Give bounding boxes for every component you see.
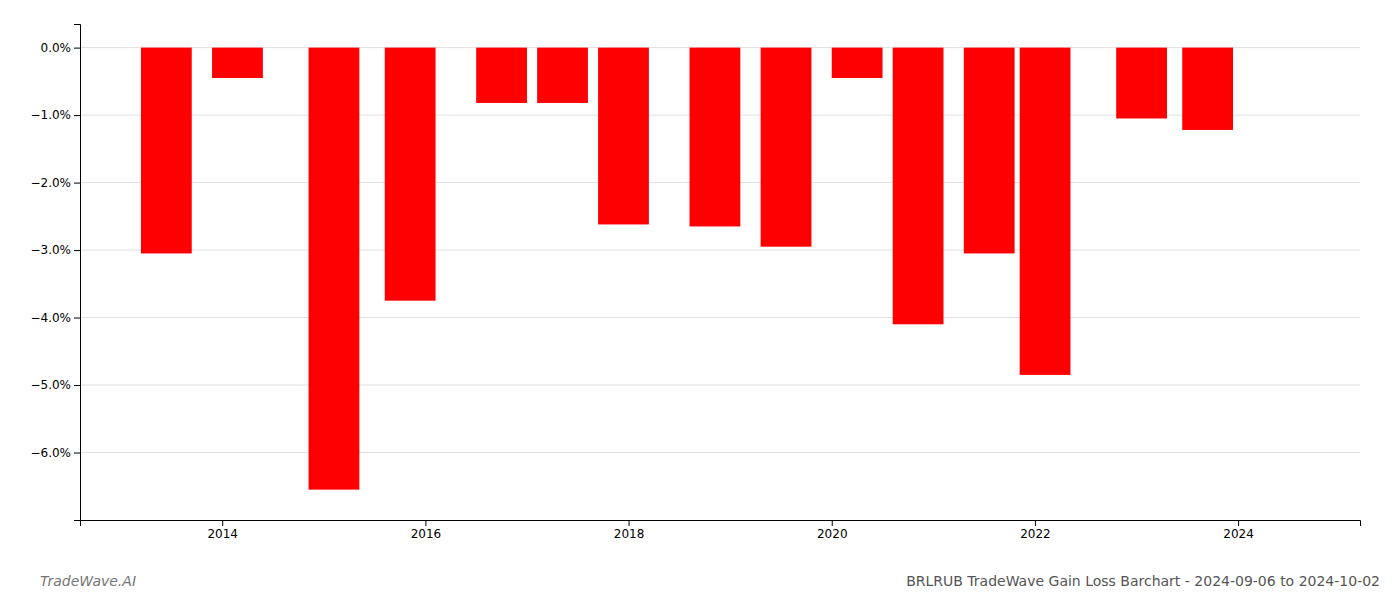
title: BRLRUB TradeWave Gain Loss Barchart - 20… (906, 573, 1380, 589)
bar (761, 48, 812, 247)
y-tick-mark (74, 453, 80, 454)
x-tick-mark (832, 520, 833, 526)
y-tick-label: 0.0% (41, 41, 72, 55)
y-tick-mark (74, 385, 80, 386)
x-tick-mark (425, 520, 426, 526)
bar (598, 48, 649, 225)
y-tick-label: −3.0% (30, 243, 71, 257)
x-tick-label: 2024 (1223, 527, 1254, 541)
x-tick: 2018 (614, 520, 645, 541)
bar (537, 48, 588, 103)
bar (832, 48, 883, 78)
x-tick: 2022 (1020, 520, 1051, 541)
bar (1116, 48, 1167, 119)
y-tick-label: −1.0% (30, 108, 71, 122)
x-tick-label: 2016 (411, 527, 442, 541)
y-tick: −1.0% (30, 108, 80, 122)
bar (1020, 48, 1071, 375)
y-tick-mark (74, 115, 80, 116)
y-tick: 0.0% (41, 41, 81, 55)
x-axis-line (81, 521, 1361, 527)
x-tick-mark (1035, 520, 1036, 526)
y-tick: −4.0% (30, 311, 80, 325)
y-tick-mark (74, 48, 80, 49)
bar (964, 48, 1015, 254)
x-tick-mark (1238, 520, 1239, 526)
bar (476, 48, 527, 103)
y-axis: 0.0% −1.0% −2.0% −3.0% −4.0% −5.0% −6.0% (30, 25, 80, 521)
bar (385, 48, 436, 301)
x-tick: 2016 (411, 520, 442, 541)
bars (141, 48, 1233, 490)
bar (212, 48, 263, 78)
y-tick-mark (74, 183, 80, 184)
y-tick: −6.0% (30, 446, 80, 460)
watermark: TradeWave.AI (40, 573, 136, 589)
bar (1182, 48, 1233, 130)
y-tick-label: −6.0% (30, 446, 71, 460)
y-tick-label: −4.0% (30, 311, 71, 325)
y-tick-label: −2.0% (30, 176, 71, 190)
grid (80, 48, 1360, 453)
grid-line (80, 385, 1360, 386)
bar (309, 48, 360, 490)
x-tick: 2014 (207, 520, 238, 541)
plot: 2014 2016 2018 2020 2022 2024 0.0% −1.0% −2.0% −3… (30, 25, 1360, 541)
y-tick: −2.0% (30, 176, 80, 190)
grid-line (80, 250, 1360, 251)
bar (690, 48, 741, 227)
grid-line (80, 317, 1360, 318)
x-tick: 2020 (817, 520, 848, 541)
x-tick-label: 2014 (207, 527, 238, 541)
y-tick-mark (74, 318, 80, 319)
x-tick-label: 2018 (614, 527, 645, 541)
y-tick: −3.0% (30, 243, 80, 257)
y-tick: −5.0% (30, 378, 80, 392)
x-axis: 2014 2016 2018 2020 2022 2024 (81, 520, 1361, 541)
x-tick-mark (222, 520, 223, 526)
x-tick-label: 2022 (1020, 527, 1051, 541)
y-axis-line (74, 25, 81, 521)
x-tick: 2024 (1223, 520, 1254, 541)
y-tick-label: −5.0% (30, 378, 71, 392)
grid-line (80, 452, 1360, 453)
chart: 2014 2016 2018 2020 2022 2024 0.0% −1.0% −2.0% −3… (0, 0, 1400, 600)
x-tick-mark (629, 520, 630, 526)
bar (893, 48, 944, 325)
y-tick-mark (74, 250, 80, 251)
x-tick-label: 2020 (817, 527, 848, 541)
bar (141, 48, 192, 254)
